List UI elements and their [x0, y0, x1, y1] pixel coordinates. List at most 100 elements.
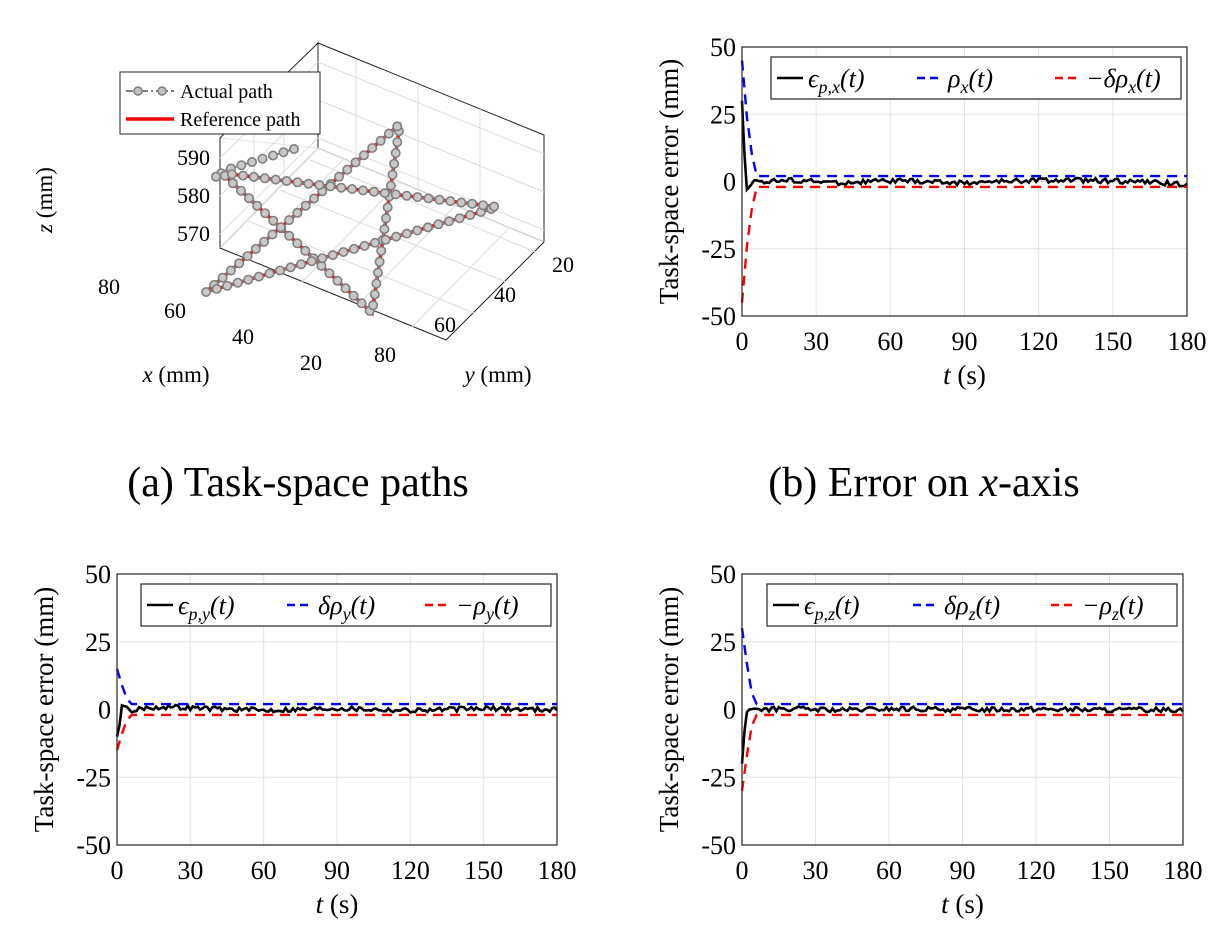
- x-axis-label: t (s): [316, 889, 359, 919]
- actual-path-marker: [456, 197, 467, 208]
- series-line-error: [740, 705, 1184, 764]
- actual-path-marker: [248, 171, 259, 182]
- x-tick-label: 0: [111, 856, 124, 885]
- actual-path-marker: [268, 215, 279, 226]
- x-tick-label: 180: [1164, 856, 1203, 885]
- z-tick: 580: [177, 183, 210, 208]
- actual-path-marker: [317, 253, 328, 264]
- y-tick-label: -25: [701, 235, 736, 264]
- panel-c-error-y: 0 30 60 90 120 150 180 50 25 0 -25 -50 Task-space er…: [29, 560, 577, 919]
- y-tick-label: -50: [76, 831, 111, 860]
- series-line-upper-bound: [740, 60, 1187, 178]
- actual-path-marker: [217, 272, 228, 283]
- legend-label: −ρz(t): [1082, 591, 1144, 624]
- series-line-error: [115, 703, 558, 737]
- actual-path-marker: [385, 180, 396, 191]
- actual-path-marker: [260, 208, 271, 219]
- actual-path-marker: [371, 278, 382, 289]
- x-tick-label: 0: [736, 856, 749, 885]
- actual-path-marker: [275, 222, 286, 233]
- y-tick-label: 0: [723, 696, 736, 725]
- series-line-lower-bound: [740, 713, 1183, 791]
- actual-path-marker: [423, 193, 434, 204]
- actual-path-marker: [358, 150, 369, 161]
- actual-path-marker: [380, 234, 391, 245]
- legend-label: δρy(t): [318, 591, 375, 624]
- actual-path-marker: [359, 240, 370, 251]
- actual-path-marker: [370, 237, 381, 248]
- actual-path-marker: [238, 170, 249, 181]
- actual-path-marker: [252, 200, 263, 211]
- y-axis-label: Task-space error (mm): [654, 59, 684, 305]
- x-tick: 60: [164, 298, 186, 323]
- actual-path-marker: [267, 229, 278, 240]
- caption-a: (a) Task-space paths: [127, 460, 468, 506]
- series-line-lower-bound: [115, 713, 557, 751]
- actual-path-marker: [465, 210, 476, 221]
- axes-box: [116, 573, 558, 846]
- legend-label: ϵp,z(t): [804, 591, 860, 624]
- actual-path-marker: [278, 147, 289, 158]
- y-tick-label: -50: [701, 302, 736, 331]
- actual-path-markers: [201, 121, 500, 316]
- x-tick-label: 90: [952, 327, 978, 356]
- actual-path-marker: [243, 274, 254, 285]
- actual-path-marker: [433, 219, 444, 230]
- legend-box: [140, 583, 552, 627]
- actual-path-marker: [222, 280, 233, 291]
- legend: ϵp,x(t) ρx(t) −δρx(t): [770, 56, 1182, 100]
- axes-box: [741, 573, 1184, 846]
- series-line-error: [740, 100, 1188, 193]
- actual-path-marker: [284, 230, 295, 241]
- actual-path-marker: [314, 180, 325, 191]
- actual-path-marker: [412, 192, 423, 203]
- legend: ϵp,y(t) δρy(t) −ρy(t): [140, 583, 552, 627]
- x-axis-label: x (mm): [141, 362, 209, 387]
- y-tick: 80: [374, 342, 396, 367]
- y-tick-label: 50: [85, 560, 111, 589]
- x-tick: 80: [98, 274, 120, 299]
- actual-path-marker: [342, 164, 353, 175]
- actual-path-marker: [296, 259, 307, 270]
- x-tick-label: 60: [877, 327, 903, 356]
- actual-path-marker: [324, 268, 335, 279]
- actual-path-marker: [327, 250, 338, 261]
- actual-path-marker: [267, 150, 278, 161]
- actual-path-marker: [401, 228, 412, 239]
- legend-actual-label: Actual path: [180, 81, 273, 103]
- y-tick-label: 25: [710, 628, 736, 657]
- actual-path-marker: [257, 153, 268, 164]
- actual-path-marker: [422, 222, 433, 233]
- panel-d-error-z: 0 30 60 90 120 150 180 50 25 0 -25 -50 Task-space er…: [654, 560, 1203, 919]
- actual-path-marker: [284, 215, 295, 226]
- x-tick-label: 120: [391, 856, 430, 885]
- actual-path-marker: [244, 193, 255, 204]
- actual-path-marker: [288, 144, 299, 155]
- x-tick: 40: [232, 324, 254, 349]
- actual-path-marker: [211, 283, 222, 294]
- legend-label: −δρx(t): [1086, 64, 1161, 97]
- actual-path-marker: [242, 251, 253, 262]
- actual-path-marker: [467, 198, 478, 209]
- y-tick-label: -25: [76, 763, 111, 792]
- actual-path-marker: [292, 238, 303, 249]
- y-axis-ticks: 20 40 60 80: [374, 252, 574, 367]
- actual-path-marker: [383, 128, 394, 139]
- actual-path-marker: [356, 298, 367, 309]
- legend-label: ϵp,x(t): [808, 64, 865, 97]
- actual-path-marker: [336, 182, 347, 193]
- series-line-upper-bound: [740, 628, 1183, 706]
- actual-path-marker: [253, 271, 264, 282]
- actual-path-marker: [201, 286, 212, 297]
- actual-path-marker: [390, 189, 401, 200]
- x-tick-label: 120: [1019, 327, 1058, 356]
- x-tick-label: 180: [1168, 327, 1207, 356]
- actual-path-marker: [281, 176, 292, 187]
- actual-path-marker: [259, 173, 270, 184]
- z-tick: 590: [177, 145, 210, 170]
- y-tick: 60: [434, 312, 456, 337]
- y-axis-label: y (mm): [462, 362, 531, 387]
- z-axis-label: z (mm): [32, 167, 57, 234]
- actual-path-marker: [292, 207, 303, 218]
